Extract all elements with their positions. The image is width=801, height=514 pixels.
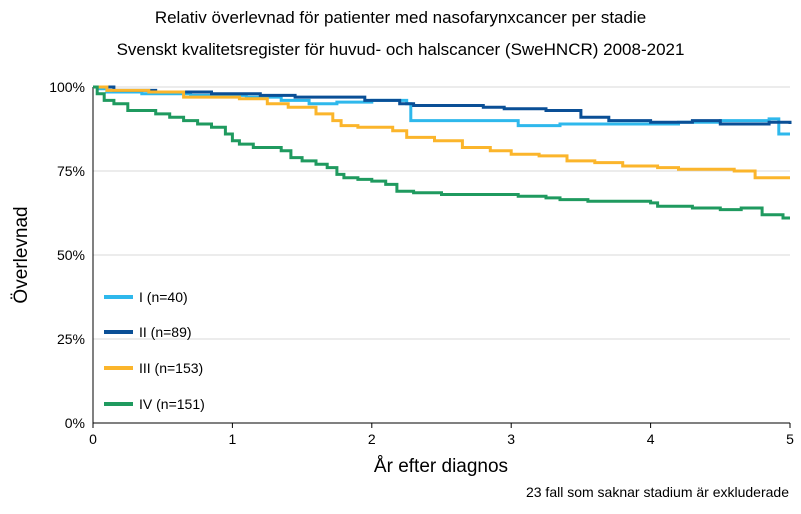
chart-title: Relativ överlevnad för patienter med nas… <box>154 8 647 27</box>
y-tick-label: 75% <box>57 163 85 179</box>
y-tick-label: 100% <box>49 79 85 95</box>
series-line-4 <box>93 85 790 220</box>
y-tick-label: 0% <box>65 415 85 431</box>
y-axis-label: Överlevnad <box>11 206 32 303</box>
legend-label-2: II (n=89) <box>139 324 192 340</box>
y-tick-label: 25% <box>57 331 85 347</box>
legend-label-1: I (n=40) <box>139 289 188 305</box>
legend-label-3: III (n=153) <box>139 360 203 376</box>
x-tick-label: 0 <box>89 431 97 447</box>
x-tick-label: 5 <box>786 431 794 447</box>
footnote: 23 fall som saknar stadium är exkluderad… <box>525 484 789 500</box>
legend-label-4: IV (n=151) <box>139 396 205 412</box>
x-tick-label: 1 <box>229 431 237 447</box>
series-line-1 <box>93 85 790 136</box>
series-line-3 <box>93 85 790 180</box>
x-tick-label: 2 <box>368 431 376 447</box>
x-axis-label: År efter diagnos <box>374 456 508 477</box>
chart-subtitle: Svenskt kvalitetsregister för huvud- och… <box>116 40 685 59</box>
x-tick-label: 4 <box>647 431 655 447</box>
series-line-2 <box>93 85 792 126</box>
x-tick-label: 3 <box>507 431 515 447</box>
y-tick-label: 50% <box>57 247 85 263</box>
